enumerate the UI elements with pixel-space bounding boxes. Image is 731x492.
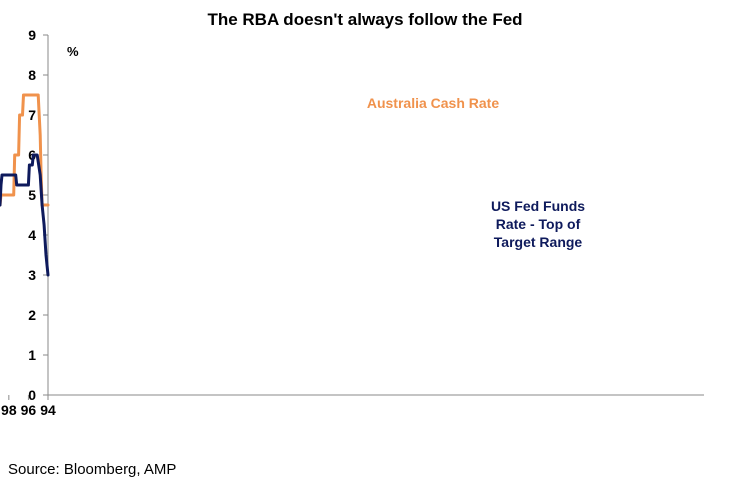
y-tick-label: 8 (28, 67, 36, 83)
chart-title: The RBA doesn't always follow the Fed (207, 10, 522, 29)
series-line-australia-cash-rate (0, 93, 50, 207)
y-axis-unit: % (67, 44, 79, 59)
source-note: Source: Bloomberg, AMP (8, 461, 176, 478)
y-tick-label: 9 (28, 27, 36, 43)
y-tick-label: 1 (28, 347, 36, 363)
y-tick-label: 3 (28, 267, 36, 283)
series-label-us-fed-funds-rate: Target Range (494, 234, 583, 250)
y-tick-label: 4 (28, 227, 36, 243)
y-tick-label: 2 (28, 307, 36, 323)
x-tick-label: 98 (1, 402, 17, 418)
series-label-us-fed-funds-rate: Rate - Top of (496, 216, 581, 232)
series-labels: Australia Cash Rate US Fed Funds Rate - To… (367, 95, 585, 250)
y-tick-label: 5 (28, 187, 36, 203)
x-axis: 9496980002040608101214161820222426 (1, 394, 704, 418)
series-lines (0, 93, 50, 277)
y-tick-label: 7 (28, 107, 36, 123)
x-tick-label: 94 (40, 402, 56, 418)
series-label-us-fed-funds-rate: US Fed Funds (491, 198, 585, 214)
x-tick-label: 96 (21, 402, 37, 418)
series-line-us-fed-funds-rate (0, 153, 50, 277)
y-tick-label: 0 (28, 387, 36, 403)
series-label-australia-cash-rate: Australia Cash Rate (367, 95, 499, 111)
